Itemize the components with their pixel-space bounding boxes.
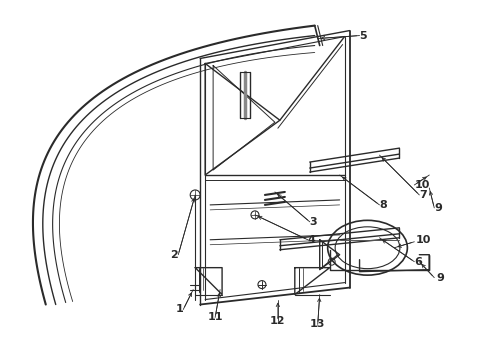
Text: 13: 13 [310, 319, 325, 329]
Text: 7: 7 [419, 190, 427, 200]
Text: 1: 1 [175, 305, 183, 315]
Text: 9: 9 [436, 273, 444, 283]
Text: 10: 10 [416, 235, 431, 245]
Text: 8: 8 [379, 200, 387, 210]
Text: 10: 10 [415, 180, 430, 190]
Text: 9: 9 [434, 203, 442, 213]
Text: 5: 5 [360, 31, 367, 41]
Text: 2: 2 [171, 250, 178, 260]
Text: 4: 4 [308, 235, 316, 245]
Text: 11: 11 [207, 312, 223, 323]
Text: 6: 6 [415, 257, 422, 267]
Text: 12: 12 [270, 316, 286, 327]
Text: 3: 3 [310, 217, 318, 227]
